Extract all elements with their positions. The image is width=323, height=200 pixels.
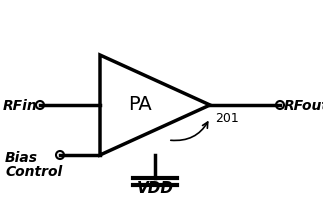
Text: RFin: RFin bbox=[3, 99, 38, 113]
Text: Bias: Bias bbox=[5, 151, 38, 165]
Text: RFout: RFout bbox=[284, 99, 323, 113]
Text: PA: PA bbox=[128, 96, 152, 114]
Text: 201: 201 bbox=[215, 112, 239, 124]
Text: VDD: VDD bbox=[137, 181, 173, 196]
Text: Control: Control bbox=[5, 165, 62, 179]
